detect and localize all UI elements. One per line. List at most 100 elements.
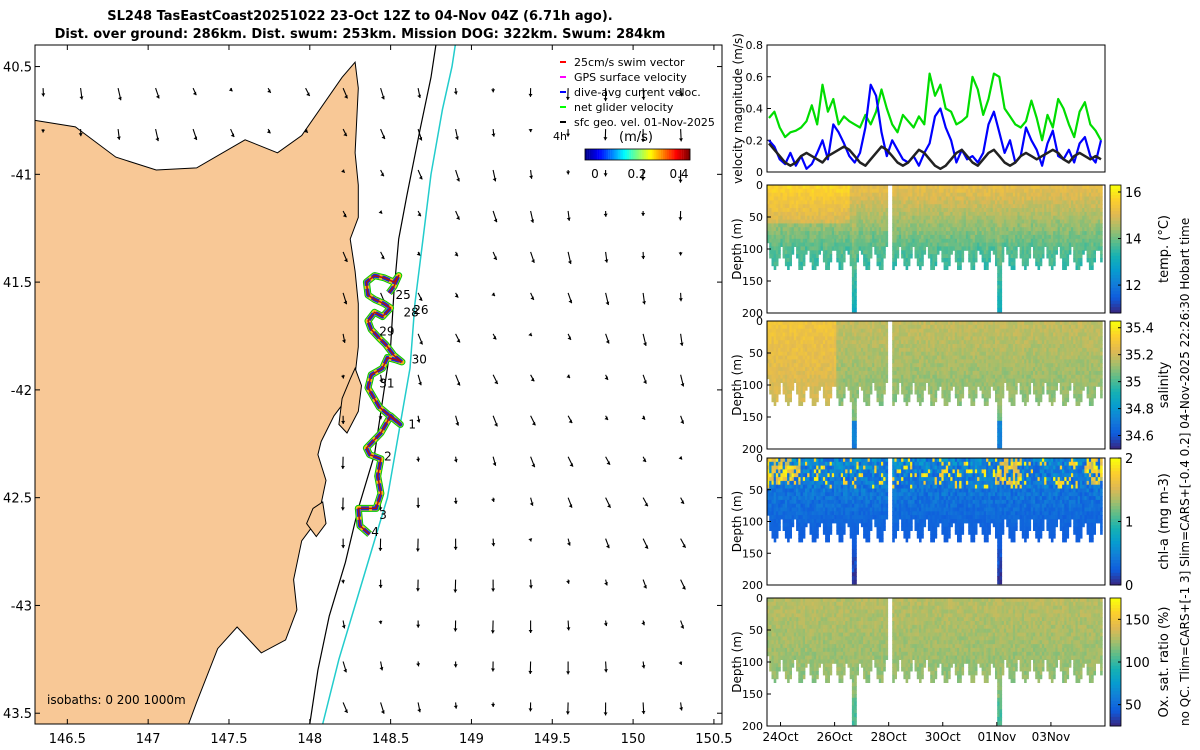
section-cell [1042,239,1045,243]
section-cell [859,212,862,216]
section-cell [1069,246,1072,250]
section-cell [859,197,862,201]
section-cell [897,329,900,333]
section-cell [908,197,911,201]
section-cell [908,367,911,371]
section-cell [859,382,862,386]
section-cell [877,208,880,212]
section-cell [1100,220,1103,224]
section-cell [1022,223,1025,227]
section-cell [1049,235,1052,239]
section-cell [769,235,772,239]
section-cell [1091,200,1094,204]
section-cell [852,398,855,402]
lon-tick-label: 147 [136,732,161,747]
section-cell [769,254,772,258]
section-cell [1035,223,1038,227]
section-cell [883,239,886,243]
section-cell [863,216,866,220]
colorbar-cell [1110,278,1121,282]
section-cell [1049,216,1052,220]
section-cell [908,223,911,227]
section-cell [1015,216,1018,220]
section-cell [1053,197,1056,201]
section-cell [1029,204,1032,208]
section-cell [814,344,817,348]
section-cell [832,367,835,371]
section-cell [776,193,779,197]
section-cell [801,262,804,266]
section-cell [959,235,962,239]
section-cell [839,352,842,356]
section-cell [908,375,911,379]
section-cell [997,185,1000,189]
section-cell [959,197,962,201]
section-cell [863,386,866,390]
section-cell [991,189,994,193]
section-cell [908,204,911,208]
section-cell [886,371,889,375]
section-cell [1002,254,1005,258]
section-cell [1004,200,1007,204]
section-cell [1060,231,1063,235]
section-cell [769,375,772,379]
section-cell [1053,208,1056,212]
section-cell [908,239,911,243]
section-cell [859,223,862,227]
section-cell [966,204,969,208]
colorbar-cell [677,149,679,160]
section-cell [946,243,949,247]
section-cell [814,325,817,329]
section-cell [1098,193,1101,197]
section-cell [953,235,956,239]
section-cell [921,223,924,227]
section-cell [1049,231,1052,235]
section-cell [984,185,987,189]
section-cell [901,379,904,383]
colorbar-title: (m/s) [619,130,653,145]
section-cell [1011,243,1014,247]
section-cell [1035,262,1038,266]
section-cell [794,185,797,189]
section-cell [883,223,886,227]
section-cell [883,227,886,231]
section-cell [877,193,880,197]
section-cell [915,193,918,197]
section-cell [908,208,911,212]
section-cell [794,223,797,227]
section-cell [769,220,772,224]
section-cell [1060,246,1063,250]
section-cell [973,220,976,224]
section-cell [1022,220,1025,224]
section-cell [928,212,931,216]
section-cell [1038,266,1041,270]
section-cell [915,379,918,383]
section-cell [1000,293,1003,297]
section-cell [1049,185,1052,189]
section-cell [886,340,889,344]
section-cell [859,329,862,333]
section-cell [870,204,873,208]
section-cell [801,258,804,262]
section-cell [953,200,956,204]
section-cell [814,363,817,367]
section-cell [877,367,880,371]
section-cell [935,216,938,220]
section-cell [825,254,828,258]
day-label: 25 [395,288,410,302]
lat-tick-label: -41 [11,168,32,183]
section-cell [827,262,830,266]
section-cell [807,382,810,386]
section-cell [877,336,880,340]
section-cell [1004,239,1007,243]
section-cell [921,227,924,231]
section-cell [997,212,1000,216]
section-cell [1035,220,1038,224]
section-cell [825,220,828,224]
section-cell [805,250,808,254]
section-cell [883,371,886,375]
section-cell [953,197,956,201]
section-cell [897,352,900,356]
section-cell [870,352,873,356]
section-cell [1087,231,1090,235]
